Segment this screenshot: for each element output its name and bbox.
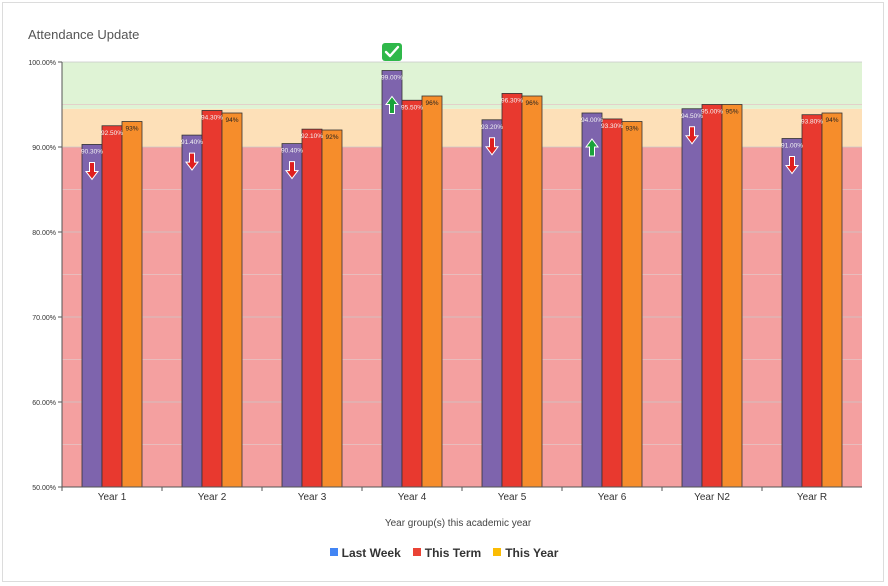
- bar-this-year[interactable]: [321, 129, 343, 488]
- data-label: 94%: [825, 117, 838, 124]
- x-tick-label: Year N2: [694, 492, 730, 503]
- y-tick-label: 60.00%: [32, 400, 56, 407]
- y-tick-label: 90.00%: [32, 145, 56, 152]
- legend-item[interactable]: This Year: [493, 546, 558, 560]
- legend-label: This Term: [424, 546, 482, 560]
- data-label: 94.30%: [201, 114, 223, 121]
- data-label: 93%: [125, 126, 138, 133]
- x-tick-label: Year 6: [598, 492, 627, 503]
- bar-last-week[interactable]: [281, 143, 303, 488]
- chart-legend: Last Week This Term This Year: [0, 546, 888, 560]
- check-mark-icon: [384, 45, 400, 58]
- data-label: 93.20%: [481, 124, 503, 131]
- data-label: 95.00%: [701, 109, 723, 116]
- trend-down-arrow-icon: [485, 137, 499, 156]
- legend-swatch: [493, 548, 502, 556]
- data-label: 95%: [725, 109, 738, 116]
- x-tick-label: Year 3: [298, 492, 327, 503]
- trend-down-arrow-icon: [85, 161, 99, 181]
- data-label: 91.00%: [781, 143, 803, 150]
- chart-title: Attendance Update: [28, 27, 140, 42]
- legend-label: This Year: [505, 546, 559, 560]
- bar-this-term[interactable]: [101, 125, 123, 488]
- legend-item[interactable]: Last Week: [329, 546, 401, 560]
- y-tick-label: 80.00%: [32, 230, 56, 237]
- legend-label: Last Week: [341, 546, 401, 560]
- legend-swatch: [412, 548, 421, 556]
- x-tick-label: Year 1: [98, 492, 127, 503]
- data-label: 96.30%: [501, 97, 523, 104]
- y-tick-label: 50.00%: [32, 485, 56, 492]
- bar-last-week[interactable]: [381, 70, 403, 488]
- trend-down-arrow-icon: [285, 161, 299, 180]
- data-label: 96%: [525, 100, 538, 107]
- bar-this-year[interactable]: [221, 112, 243, 488]
- bar-this-year[interactable]: [721, 104, 743, 488]
- bar-this-year[interactable]: [421, 95, 443, 488]
- bar-this-year[interactable]: [621, 121, 643, 488]
- bar-last-week[interactable]: [581, 112, 603, 488]
- data-label: 91.40%: [181, 139, 203, 146]
- bar-this-term[interactable]: [401, 99, 423, 488]
- data-label: 93.30%: [601, 123, 623, 130]
- y-tick-label: 70.00%: [32, 315, 56, 322]
- data-label: 93.80%: [801, 119, 823, 126]
- bar-this-term[interactable]: [301, 128, 323, 488]
- bar-this-term[interactable]: [501, 93, 523, 488]
- bar-this-term[interactable]: [601, 118, 623, 488]
- data-label: 94.50%: [681, 113, 703, 120]
- legend-swatch: [329, 548, 338, 556]
- bar-last-week[interactable]: [681, 108, 703, 488]
- legend-item[interactable]: This Term: [412, 546, 482, 560]
- x-tick-label: Year 4: [398, 492, 427, 503]
- x-tick-label: Year R: [797, 492, 827, 503]
- bar-this-term[interactable]: [801, 114, 823, 488]
- bar-this-year[interactable]: [121, 121, 143, 488]
- data-label: 90.30%: [81, 148, 103, 155]
- y-tick-label: 100.00%: [28, 60, 56, 67]
- bar-last-week[interactable]: [481, 119, 503, 488]
- data-label: 92.50%: [101, 130, 123, 137]
- trend-down-arrow-icon: [185, 152, 199, 171]
- data-label: 93%: [625, 126, 638, 133]
- bar-this-year[interactable]: [821, 112, 843, 488]
- x-tick-label: Year 5: [498, 492, 527, 503]
- data-label: 99.00%: [381, 75, 403, 82]
- data-label: 95.50%: [401, 104, 423, 111]
- trend-up-arrow-icon: [385, 95, 399, 114]
- data-label: 92.10%: [301, 133, 323, 140]
- bar-last-week[interactable]: [181, 134, 203, 488]
- threshold-band-2: [62, 62, 862, 109]
- data-label: 90.40%: [281, 148, 303, 155]
- data-label: 94.00%: [581, 117, 603, 124]
- bar-this-term[interactable]: [201, 110, 223, 488]
- x-axis-title: Year group(s) this academic year: [385, 518, 532, 529]
- data-label: 94%: [225, 117, 238, 124]
- trend-down-arrow-icon: [685, 126, 699, 145]
- trend-up-arrow-icon: [585, 138, 599, 157]
- data-label: 96%: [425, 100, 438, 107]
- bar-last-week[interactable]: [81, 144, 103, 488]
- bar-this-year[interactable]: [521, 95, 543, 488]
- data-label: 92%: [325, 134, 338, 141]
- x-tick-label: Year 2: [198, 492, 227, 503]
- bar-this-term[interactable]: [701, 104, 723, 488]
- trend-down-arrow-icon: [785, 156, 799, 175]
- bar-last-week[interactable]: [781, 138, 803, 488]
